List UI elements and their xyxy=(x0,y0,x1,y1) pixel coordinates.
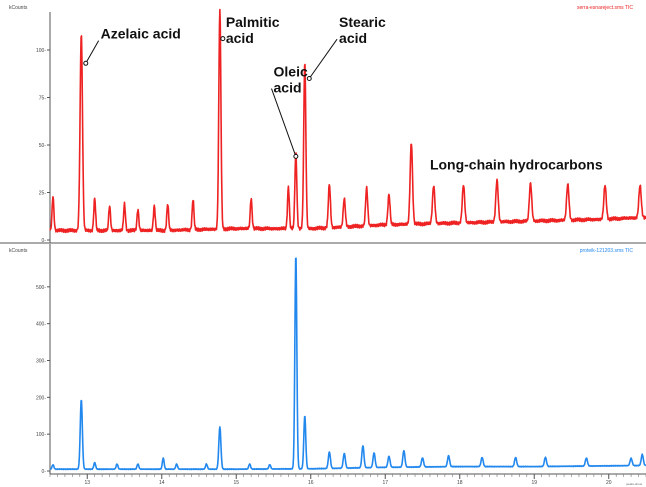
x-tick-label: 17 xyxy=(382,480,388,486)
x-tick-label: 18 xyxy=(457,480,463,486)
top-panel-annotations: Azelaic acid Palmitic acid Stearic acid Oleic… xyxy=(83,14,603,173)
top-panel: kCounts serra-esnareject.sms TIC 0- 25- 50… xyxy=(0,5,646,244)
top-panel-trace xyxy=(49,8,646,234)
bottom-panel-trace-title: proteik-121203.sms TIC xyxy=(580,248,634,254)
y-tick-label: 100- xyxy=(36,432,46,438)
annotation-leader-line xyxy=(308,38,338,79)
top-panel-y-ticks: 0- 25- 50- 75- 100- xyxy=(36,48,50,244)
annotation-label: Stearic acid xyxy=(339,14,386,46)
y-tick-label: 200- xyxy=(36,395,46,401)
bottom-panel-trace xyxy=(49,257,646,471)
y-tick-label: 500- xyxy=(36,285,46,291)
annotation-point xyxy=(306,76,312,81)
y-tick-label: 75- xyxy=(39,96,47,102)
annotation-label: Azelaic acid xyxy=(101,26,181,42)
y-tick-label: 0- xyxy=(42,469,47,475)
y-tick-label: 50- xyxy=(39,143,47,149)
x-tick-label: 19 xyxy=(531,480,537,486)
annotation-point xyxy=(293,153,299,159)
corner-label: peaks-show xyxy=(626,482,643,486)
x-tick-label: 14 xyxy=(159,480,165,486)
bottom-panel-x-ticks: 13 14 15 16 17 18 19 20 xyxy=(49,474,646,486)
x-tick-label: 15 xyxy=(233,480,239,486)
annotation-label: Palmitic acid xyxy=(226,14,280,46)
y-tick-label: 400- xyxy=(36,322,46,328)
top-panel-trace-title: serra-esnareject.sms TIC xyxy=(577,5,633,11)
bottom-panel-ylabel: kCounts xyxy=(9,248,28,254)
y-tick-label: 100- xyxy=(36,48,46,54)
x-tick-label: 20 xyxy=(606,480,612,486)
x-tick-label: 13 xyxy=(84,480,90,486)
x-tick-label: 16 xyxy=(308,480,314,486)
y-tick-label: 300- xyxy=(36,359,46,365)
y-tick-label: 0- xyxy=(42,238,47,244)
annotation-leader-line xyxy=(271,88,297,157)
annotation-point xyxy=(220,36,226,42)
top-panel-ylabel: kCounts xyxy=(9,5,28,11)
annotation-point xyxy=(83,60,89,66)
annotation-leader-line xyxy=(85,40,100,64)
annotation-label: Long-chain hydrocarbons xyxy=(430,157,603,173)
bottom-panel-y-ticks: 0- 100- 200- 300- 400- 500- xyxy=(36,285,50,475)
y-tick-label: 25- xyxy=(39,191,47,197)
annotation-label: Oleic acid xyxy=(274,64,308,96)
bottom-panel: kCounts proteik-121203.sms TIC 0-100-200… xyxy=(9,244,646,486)
